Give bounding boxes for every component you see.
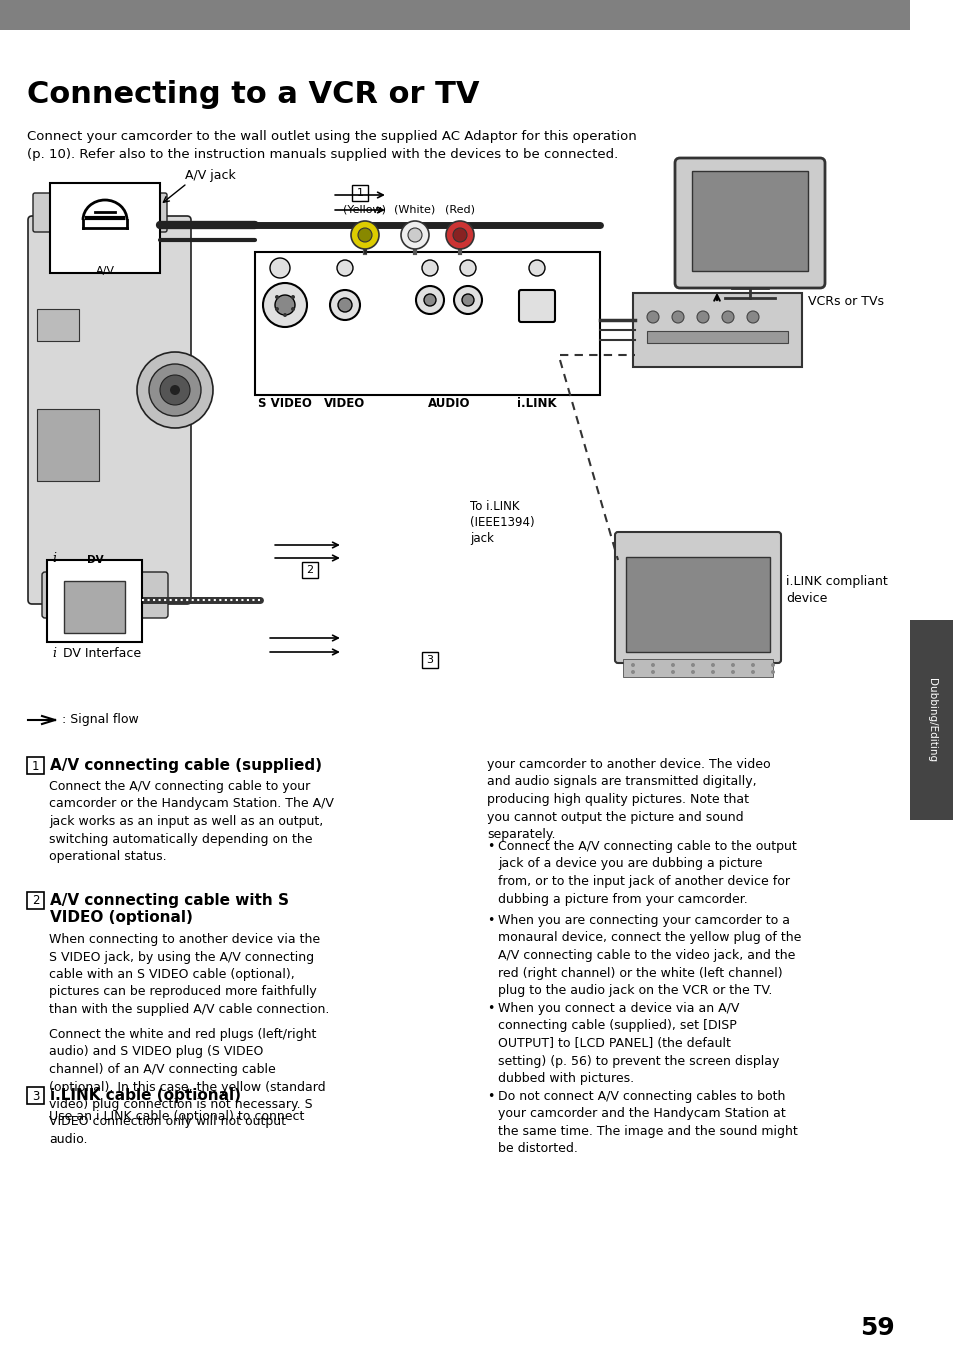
Circle shape xyxy=(416,286,443,313)
Circle shape xyxy=(421,261,437,275)
Circle shape xyxy=(274,307,278,311)
FancyBboxPatch shape xyxy=(33,193,167,232)
Text: i: i xyxy=(52,552,56,565)
Circle shape xyxy=(461,294,474,305)
Text: •: • xyxy=(486,840,494,854)
Circle shape xyxy=(291,307,294,311)
Circle shape xyxy=(529,261,544,275)
Text: AUDIO: AUDIO xyxy=(427,398,470,410)
Text: 59: 59 xyxy=(860,1316,894,1339)
Text: •: • xyxy=(486,1001,494,1015)
Text: A/V connecting cable with S
VIDEO (optional): A/V connecting cable with S VIDEO (optio… xyxy=(50,893,289,925)
Circle shape xyxy=(730,664,734,668)
Text: Dubbing/Editing: Dubbing/Editing xyxy=(926,678,936,763)
Text: Use an i.LINK cable (optional) to connect: Use an i.LINK cable (optional) to connec… xyxy=(49,1110,304,1124)
Circle shape xyxy=(137,351,213,427)
Circle shape xyxy=(630,670,635,674)
Text: When connecting to another device via the
S VIDEO jack, by using the A/V connect: When connecting to another device via th… xyxy=(49,934,329,1016)
FancyBboxPatch shape xyxy=(909,620,953,820)
FancyBboxPatch shape xyxy=(646,331,787,343)
Circle shape xyxy=(337,299,352,312)
Text: To i.LINK
(IEEE1394)
jack: To i.LINK (IEEE1394) jack xyxy=(470,499,534,546)
Text: Do not connect A/V connecting cables to both
your camcorder and the Handycam Sta: Do not connect A/V connecting cables to … xyxy=(497,1090,797,1156)
Circle shape xyxy=(697,311,708,323)
Circle shape xyxy=(650,664,655,668)
Circle shape xyxy=(263,284,307,327)
Circle shape xyxy=(746,311,759,323)
Text: 3: 3 xyxy=(31,1090,39,1102)
Text: i.LINK compliant
device: i.LINK compliant device xyxy=(785,575,887,605)
Text: i.LINK: i.LINK xyxy=(517,398,557,410)
Text: 1: 1 xyxy=(356,189,363,198)
FancyBboxPatch shape xyxy=(615,532,781,664)
Text: 1: 1 xyxy=(31,760,39,772)
Circle shape xyxy=(710,670,714,674)
Circle shape xyxy=(453,228,467,242)
Text: Connect your camcorder to the wall outlet using the supplied AC Adaptor for this: Connect your camcorder to the wall outle… xyxy=(27,130,636,161)
Text: Connecting to a VCR or TV: Connecting to a VCR or TV xyxy=(27,80,479,109)
FancyBboxPatch shape xyxy=(518,290,555,322)
Text: your camcorder to another device. The video
and audio signals are transmitted di: your camcorder to another device. The vi… xyxy=(486,759,770,841)
Text: When you are connecting your camcorder to a
monaural device, connect the yellow : When you are connecting your camcorder t… xyxy=(497,915,801,997)
Text: VCRs or TVs: VCRs or TVs xyxy=(807,294,883,308)
Circle shape xyxy=(690,664,695,668)
Text: 3: 3 xyxy=(426,655,433,665)
Text: A/V jack: A/V jack xyxy=(185,168,235,182)
Text: VIDEO: VIDEO xyxy=(324,398,365,410)
FancyBboxPatch shape xyxy=(64,581,125,632)
Circle shape xyxy=(283,313,287,318)
Circle shape xyxy=(721,311,733,323)
Circle shape xyxy=(650,670,655,674)
FancyBboxPatch shape xyxy=(691,171,807,271)
FancyBboxPatch shape xyxy=(302,562,317,578)
FancyBboxPatch shape xyxy=(352,185,368,201)
Circle shape xyxy=(671,311,683,323)
FancyBboxPatch shape xyxy=(0,0,909,30)
FancyBboxPatch shape xyxy=(633,293,801,366)
FancyBboxPatch shape xyxy=(42,573,168,617)
Circle shape xyxy=(770,670,774,674)
Text: 2: 2 xyxy=(31,894,39,908)
Text: i: i xyxy=(52,647,56,660)
Text: A/V: A/V xyxy=(95,266,114,275)
FancyBboxPatch shape xyxy=(254,252,599,395)
FancyBboxPatch shape xyxy=(625,556,769,651)
Circle shape xyxy=(730,670,734,674)
Text: DV: DV xyxy=(87,555,103,565)
Text: 2: 2 xyxy=(306,565,314,575)
FancyBboxPatch shape xyxy=(27,757,44,773)
Circle shape xyxy=(670,664,675,668)
Circle shape xyxy=(357,228,372,242)
FancyBboxPatch shape xyxy=(675,157,824,288)
FancyBboxPatch shape xyxy=(28,216,191,604)
FancyBboxPatch shape xyxy=(50,183,160,273)
Circle shape xyxy=(149,364,201,417)
Circle shape xyxy=(408,228,421,242)
Circle shape xyxy=(170,385,180,395)
Circle shape xyxy=(459,261,476,275)
Circle shape xyxy=(750,670,754,674)
Circle shape xyxy=(630,664,635,668)
Text: Connect the white and red plugs (left/right
audio) and S VIDEO plug (S VIDEO
cha: Connect the white and red plugs (left/ri… xyxy=(49,1029,325,1147)
Text: S VIDEO: S VIDEO xyxy=(258,398,312,410)
Circle shape xyxy=(670,670,675,674)
Circle shape xyxy=(750,664,754,668)
Circle shape xyxy=(291,294,294,299)
Text: •: • xyxy=(486,915,494,927)
Text: (Red): (Red) xyxy=(444,205,475,214)
Circle shape xyxy=(330,290,359,320)
FancyBboxPatch shape xyxy=(622,660,772,677)
Circle shape xyxy=(454,286,481,313)
FancyBboxPatch shape xyxy=(37,309,79,341)
Circle shape xyxy=(351,221,378,248)
Text: •: • xyxy=(486,1090,494,1103)
Text: Connect the A/V connecting cable to your
camcorder or the Handycam Station. The : Connect the A/V connecting cable to your… xyxy=(49,780,334,863)
Text: (White): (White) xyxy=(394,205,436,214)
Circle shape xyxy=(710,664,714,668)
Circle shape xyxy=(423,294,436,305)
FancyBboxPatch shape xyxy=(27,1087,44,1105)
Circle shape xyxy=(160,375,190,404)
Text: When you connect a device via an A/V
connecting cable (supplied), set [DISP
OUTP: When you connect a device via an A/V con… xyxy=(497,1001,779,1086)
Circle shape xyxy=(400,221,429,248)
FancyBboxPatch shape xyxy=(47,560,142,642)
